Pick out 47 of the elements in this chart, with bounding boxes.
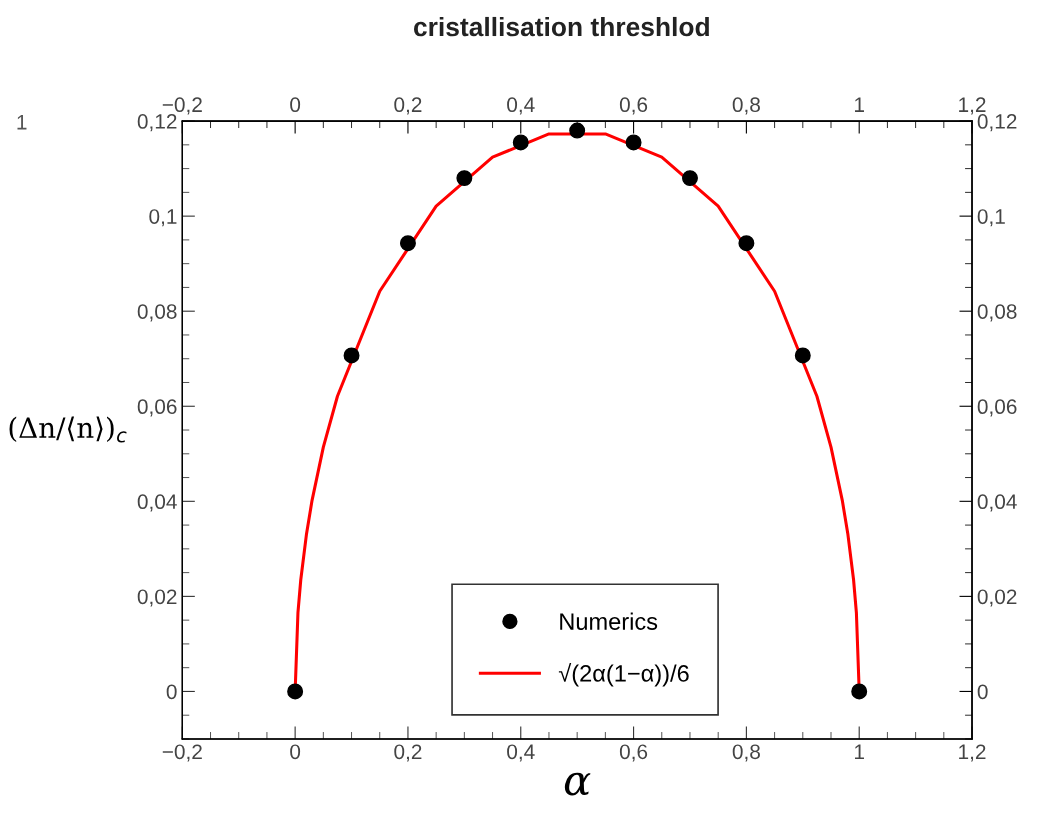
x2-tick-label: 0,8 [732, 97, 760, 115]
x2-tick-label: −0,2 [162, 97, 202, 115]
y2-tick-label: 0,04 [977, 494, 1017, 512]
y2-tick-label: 0,02 [977, 589, 1017, 607]
point [456, 170, 473, 187]
point [287, 683, 304, 700]
y2-tick-label: 0,12 [977, 114, 1017, 132]
y-tick-label: 0,1 [149, 209, 177, 227]
y-tick-label: 0,08 [137, 304, 177, 322]
point [512, 134, 529, 151]
legend-label: √(2α(1−α))/6 [558, 662, 689, 687]
x-tick-label: 1,2 [959, 744, 986, 762]
y-tick-label: 0,12 [137, 114, 177, 132]
x-tick-label: 1 [855, 744, 864, 759]
x-tick-label: −0,2 [162, 744, 202, 762]
x-tick-label: 0,8 [732, 744, 760, 762]
x-tick-label: 0,2 [394, 744, 422, 762]
x-tick-label: 0,4 [507, 744, 535, 762]
x-tick-label: 0 [290, 744, 301, 760]
y-axis-title: (Δn/⟨n⟩)$_{c}$ [9, 416, 127, 443]
point [343, 347, 360, 364]
x-tick-label: 0,6 [619, 744, 648, 762]
point [625, 134, 642, 151]
y-tick-label: 0 [166, 684, 177, 700]
y-tick-label: 0,06 [137, 399, 177, 417]
point [399, 235, 416, 252]
x-axis-title: α [564, 772, 591, 796]
y2-tick-label: 0,08 [977, 304, 1017, 322]
point [794, 347, 811, 364]
x2-tick-label: 1 [855, 97, 864, 112]
x2-tick-label: 1,2 [959, 97, 986, 115]
chart-title: cristallisation threshlod [414, 16, 709, 37]
text: 1 [17, 115, 27, 130]
x2-tick-label: 0 [290, 97, 301, 113]
legend-label: Numerics [560, 612, 658, 630]
y2-tick-label: 0 [977, 684, 988, 700]
y-tick-label: 0,02 [137, 589, 177, 607]
point [682, 170, 698, 187]
x2-tick-label: 0,2 [394, 97, 422, 115]
y2-tick-label: 0,06 [977, 399, 1017, 417]
y2-tick-label: 0,1 [977, 209, 1005, 227]
point [738, 235, 755, 252]
y-tick-label: 0,04 [137, 494, 177, 512]
x2-tick-label: 0,6 [619, 97, 648, 115]
point [569, 122, 586, 139]
x2-tick-label: 0,4 [507, 97, 535, 115]
point [851, 683, 868, 700]
